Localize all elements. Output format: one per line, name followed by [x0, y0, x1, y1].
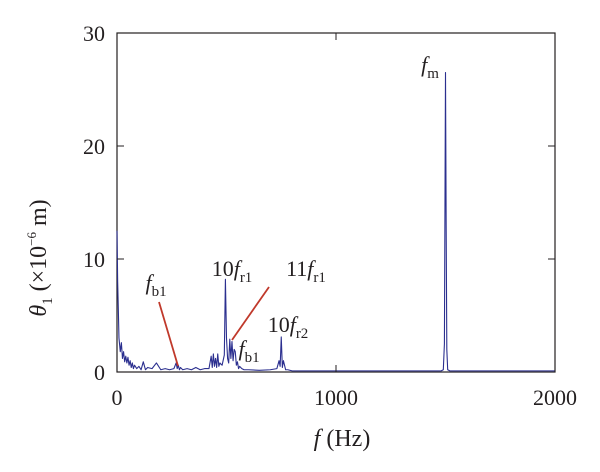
- annotation-fm: fm: [421, 52, 439, 82]
- annotation-subscript: m: [427, 66, 439, 82]
- annotation-symbol: f: [234, 256, 243, 281]
- annotation-symbol: f: [145, 270, 154, 295]
- annotation-lines: [158, 286, 270, 367]
- y-axis-exponent: −6: [24, 232, 39, 246]
- plot-frame: [116, 32, 556, 373]
- annotation-symbol: f: [238, 336, 247, 361]
- annotation-symbol: f: [290, 312, 299, 337]
- x-tick-label: 2000: [533, 385, 577, 410]
- y-axis-title: θ1 (×10−6 m): [24, 199, 56, 316]
- y-tick-label: 10: [83, 247, 105, 272]
- axis-ticks: 0 1000 2000 0 10 20 30: [83, 21, 577, 410]
- series-layer: [116, 72, 555, 372]
- x-axis-unit: (Hz): [320, 426, 370, 452]
- x-tick-label: 0: [112, 385, 123, 410]
- x-axis-variable: f: [314, 426, 324, 452]
- annotation-leader-11fr1: [231, 286, 270, 341]
- annotation-fb1-left: fb1: [145, 270, 166, 300]
- x-tick-label: 1000: [314, 385, 358, 410]
- annotation-subscript: r1: [240, 270, 253, 286]
- annotation-subscript: b1: [245, 350, 260, 366]
- y-axis-prefix: (×10: [26, 246, 52, 298]
- annotation-multiplier: 10: [268, 312, 290, 337]
- annotation-10fr2: 10fr2: [268, 312, 309, 342]
- y-axis-suffix: m): [26, 199, 52, 232]
- annotation-10fr1: 10fr1: [212, 256, 253, 286]
- y-axis-variable: θ: [26, 305, 52, 317]
- annotation-multiplier: 10: [212, 256, 234, 281]
- plot-border: [116, 32, 556, 373]
- annotation-subscript: r1: [313, 270, 326, 286]
- annotation-symbol: f: [307, 256, 316, 281]
- y-axis-subscript: 1: [40, 297, 56, 305]
- y-tick-label: 20: [83, 134, 105, 159]
- y-tick-label: 30: [83, 21, 105, 46]
- annotation-subscript: r2: [296, 326, 309, 342]
- spectrum-line: [116, 72, 555, 372]
- annotation-leader-fb1-left: [158, 301, 179, 367]
- annotation-multiplier: 11: [286, 256, 307, 281]
- annotation-subscript: b1: [152, 284, 167, 300]
- annotation-fb1-right: fb1: [238, 336, 259, 366]
- annotation-11fr1: 11fr1: [286, 256, 326, 286]
- x-axis-title: f (Hz): [314, 426, 371, 452]
- annotation-symbol: f: [421, 52, 430, 77]
- y-tick-label: 0: [94, 360, 105, 385]
